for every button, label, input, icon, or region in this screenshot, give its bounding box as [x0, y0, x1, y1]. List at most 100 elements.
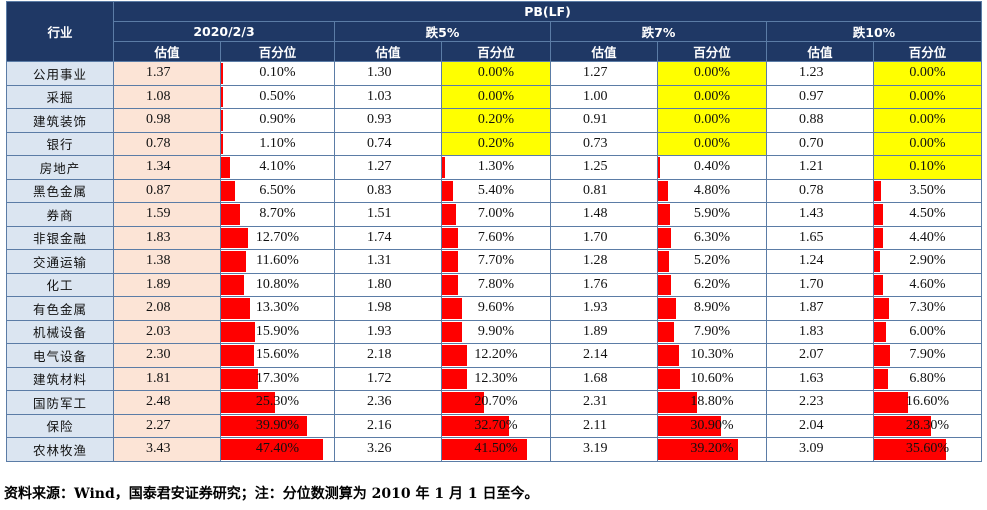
percentile-label: 0.00%	[909, 88, 946, 104]
percentile-cell: 39.20%	[657, 437, 767, 462]
value-cell: 1.70	[766, 272, 874, 297]
value-cell: 1.30	[334, 61, 442, 86]
percentile-label: 0.00%	[693, 88, 731, 104]
value-cell: 0.81	[550, 178, 658, 203]
percentile-bar	[874, 251, 880, 272]
value-cell: 1.27	[550, 61, 658, 86]
table-row: 化工 1.89 10.80% 1.80 7.80% 1.76 6.20% 1.70 4.60%	[6, 272, 982, 297]
percentile-label: 4.50%	[909, 206, 946, 222]
value-cell: 2.11	[550, 413, 658, 438]
title-row: 行业 PB(LF)	[6, 1, 982, 62]
percentile-label: 15.60%	[255, 347, 300, 363]
table-row: 国防军工 2.48 25.30% 2.36 20.70% 2.31 18.80% 2.23 16…	[6, 390, 982, 415]
percentile-bar	[221, 133, 224, 154]
percentile-bar	[442, 345, 468, 366]
percentile-bar	[442, 227, 458, 248]
percentile-cell: 9.90%	[441, 319, 551, 344]
value-cell: 1.37	[113, 61, 221, 86]
percentile-cell: 4.80%	[657, 178, 767, 203]
percentile-bar	[658, 157, 660, 178]
industry-label: 银行	[6, 131, 114, 156]
industry-label: 非银金融	[6, 225, 114, 250]
percentile-cell: 13.30%	[220, 296, 335, 321]
industry-label: 电气设备	[6, 343, 114, 368]
value-cell: 3.09	[766, 437, 874, 462]
percentile-bar	[658, 204, 671, 225]
percentile-bar	[658, 415, 722, 436]
percentile-label: 10.80%	[255, 276, 300, 292]
percentile-label: 7.30%	[909, 300, 946, 316]
value-cell: 2.27	[113, 413, 221, 438]
percentile-label: 8.90%	[693, 300, 731, 316]
subheader-percentile: 百分位	[220, 41, 335, 62]
percentile-label: 4.40%	[909, 229, 946, 245]
percentile-cell: 1.30%	[441, 155, 551, 180]
table-row: 券商 1.59 8.70% 1.51 7.00% 1.48 5.90% 1.43 4.50%	[6, 202, 982, 227]
percentile-cell: 0.20%	[441, 108, 551, 133]
table-body: 公用事业 1.37 0.10% 1.30 0.00% 1.27 0.00% 1.23 0.00%…	[6, 61, 982, 462]
value-cell: 1.25	[550, 155, 658, 180]
percentile-label: 28.30%	[905, 417, 950, 433]
percentile-label: 11.60%	[256, 253, 299, 269]
value-cell: 1.28	[550, 249, 658, 274]
percentile-bar	[221, 86, 223, 107]
percentile-bar	[221, 274, 245, 295]
percentile-cell: 32.70%	[441, 413, 551, 438]
value-cell: 1.48	[550, 202, 658, 227]
table-row: 机械设备 2.03 15.90% 1.93 9.90% 1.89 7.90% 1.83 6.00…	[6, 319, 982, 344]
percentile-label: 0.00%	[693, 65, 731, 81]
value-cell: 1.81	[113, 366, 221, 391]
percentile-bar	[221, 368, 259, 389]
percentile-label: 4.80%	[693, 182, 731, 198]
percentile-label: 20.70%	[474, 394, 518, 410]
subheader-percentile: 百分位	[657, 41, 767, 62]
value-cell: 2.08	[113, 296, 221, 321]
value-cell: 1.65	[766, 225, 874, 250]
percentile-bar	[658, 345, 680, 366]
value-cell: 3.19	[550, 437, 658, 462]
percentile-cell: 7.30%	[873, 296, 982, 321]
percentile-cell: 0.90%	[220, 108, 335, 133]
value-cell: 2.18	[334, 343, 442, 368]
percentile-cell: 6.00%	[873, 319, 982, 344]
value-cell: 1.27	[334, 155, 442, 180]
subheader-value: 估值	[766, 41, 874, 62]
percentile-label: 32.70%	[474, 417, 518, 433]
percentile-cell: 16.60%	[873, 390, 982, 415]
percentile-bar	[874, 392, 908, 413]
percentile-label: 0.10%	[259, 65, 296, 81]
value-cell: 1.89	[550, 319, 658, 344]
value-cell: 3.43	[113, 437, 221, 462]
percentile-bar	[874, 368, 888, 389]
percentile-cell: 35.60%	[873, 437, 982, 462]
subheader-percentile: 百分位	[441, 41, 551, 62]
subheader-value: 估值	[550, 41, 658, 62]
percentile-label: 2.90%	[909, 253, 946, 269]
value-cell: 1.51	[334, 202, 442, 227]
industry-label: 公用事业	[6, 61, 114, 86]
percentile-bar	[658, 274, 671, 295]
percentile-cell: 30.90%	[657, 413, 767, 438]
percentile-cell: 0.00%	[657, 61, 767, 86]
percentile-cell: 9.60%	[441, 296, 551, 321]
percentile-label: 30.90%	[690, 417, 734, 433]
percentile-bar	[442, 439, 528, 460]
percentile-cell: 0.00%	[873, 108, 982, 133]
percentile-cell: 3.50%	[873, 178, 982, 203]
percentile-cell: 28.30%	[873, 413, 982, 438]
percentile-cell: 4.60%	[873, 272, 982, 297]
percentile-cell: 0.00%	[657, 131, 767, 156]
percentile-cell: 7.90%	[873, 343, 982, 368]
percentile-cell: 6.80%	[873, 366, 982, 391]
percentile-bar	[221, 251, 246, 272]
percentile-cell: 0.00%	[657, 108, 767, 133]
table-row: 电气设备 2.30 15.60% 2.18 12.20% 2.14 10.30% 2.07 7.…	[6, 343, 982, 368]
value-cell: 1.31	[334, 249, 442, 274]
value-cell: 2.03	[113, 319, 221, 344]
percentile-cell: 39.90%	[220, 413, 335, 438]
percentile-label: 10.30%	[690, 347, 734, 363]
percentile-bar	[221, 204, 240, 225]
percentile-label: 0.00%	[909, 135, 946, 151]
value-cell: 1.74	[334, 225, 442, 250]
percentile-bar	[874, 439, 947, 460]
